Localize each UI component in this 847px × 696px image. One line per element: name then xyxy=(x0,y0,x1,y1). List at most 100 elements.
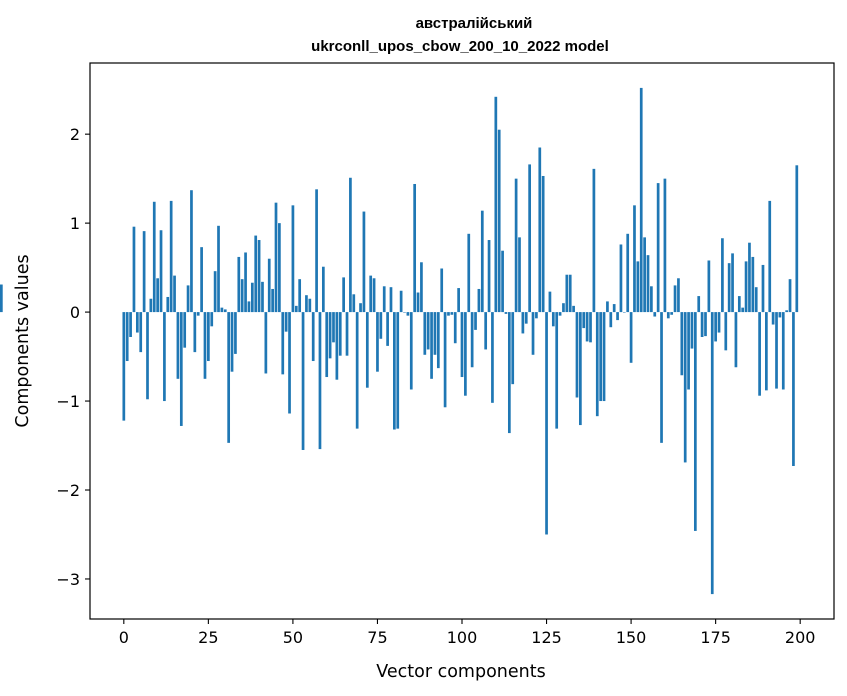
bar-component-167 xyxy=(687,312,690,390)
bar-component-147 xyxy=(619,244,623,313)
bar-component-124 xyxy=(541,175,545,313)
bar-component-24 xyxy=(203,312,207,379)
bar-component-39 xyxy=(254,235,258,313)
bar-component-116 xyxy=(514,178,518,313)
bar-component-23 xyxy=(200,247,203,313)
bar-component-64 xyxy=(338,312,342,356)
bar-component-28 xyxy=(217,225,220,313)
bar-component-69 xyxy=(355,312,359,429)
bar-component-17 xyxy=(179,312,183,426)
bar-component-107 xyxy=(484,312,488,350)
bar-component-16 xyxy=(176,312,180,379)
bar-component-47 xyxy=(281,312,285,375)
bar-component-19 xyxy=(186,285,190,313)
bar-component-82 xyxy=(399,290,403,313)
bar-component-161 xyxy=(666,312,670,319)
bar-component-32 xyxy=(230,312,234,372)
bar-component-66 xyxy=(345,312,349,356)
bar-component-46 xyxy=(278,223,281,313)
bar-component-40 xyxy=(257,240,261,313)
x-tick-label: 75 xyxy=(367,628,387,647)
bar-component-198 xyxy=(792,312,795,466)
bar-component-141 xyxy=(599,312,603,402)
bar-component-138 xyxy=(589,312,592,343)
bar-component-33 xyxy=(234,312,237,354)
bar-component-176 xyxy=(717,312,721,333)
bar-component-5 xyxy=(139,312,143,353)
x-tick-label: 125 xyxy=(531,628,562,647)
bar-component-108 xyxy=(487,240,491,313)
bar-component-183 xyxy=(741,307,745,313)
bar-component-9 xyxy=(152,201,156,313)
bar-component-159 xyxy=(660,312,663,443)
bar-component-139 xyxy=(592,168,596,313)
bar-component-49 xyxy=(288,312,291,414)
bar-component-140 xyxy=(595,312,599,417)
bar-component-61 xyxy=(328,312,332,359)
bar-component-120 xyxy=(528,164,531,313)
bar-component-36 xyxy=(244,252,247,313)
bar-component-55 xyxy=(308,298,312,313)
bar-component-111 xyxy=(497,129,501,313)
bar-component-53 xyxy=(301,312,305,450)
bar-component-181 xyxy=(734,312,738,368)
bar-component-169 xyxy=(693,312,697,531)
bar-component-75 xyxy=(376,312,379,372)
chart-title-line2: ukrconll_upos_cbow_200_10_2022 model xyxy=(311,38,609,55)
bar-component-87 xyxy=(416,292,420,313)
x-tick-label: 50 xyxy=(283,628,303,647)
bar-component-158 xyxy=(656,183,660,313)
bar-component-188 xyxy=(758,312,761,396)
bar-component-154 xyxy=(643,237,646,313)
bar-component-54 xyxy=(305,295,308,313)
bar-component-2 xyxy=(129,312,132,337)
bar-component-114 xyxy=(507,312,511,434)
bar-component-92 xyxy=(433,312,437,355)
bar-component-190 xyxy=(765,312,768,391)
bar-component-149 xyxy=(626,233,630,313)
y-tick-label: 1 xyxy=(70,214,80,233)
bar-component-98 xyxy=(453,312,457,344)
bar-component-42 xyxy=(264,312,268,374)
bar-component-184 xyxy=(744,261,748,313)
bar-component-115 xyxy=(511,312,515,385)
bar-component-89 xyxy=(423,312,427,355)
bar-component-189 xyxy=(761,264,765,313)
bar-component-13 xyxy=(166,296,170,313)
y-tick-label: −1 xyxy=(56,392,80,411)
bar-component-165 xyxy=(680,312,684,376)
bar-component-6 xyxy=(142,231,146,313)
bar-component-undefined xyxy=(0,284,3,313)
bar-component-122 xyxy=(535,312,538,319)
bar-component-148 xyxy=(622,312,626,313)
bar-component-125 xyxy=(545,312,548,535)
bar-component-143 xyxy=(606,301,609,313)
bar-component-128 xyxy=(555,312,559,429)
bar-component-95 xyxy=(443,312,447,408)
bar-component-180 xyxy=(731,253,734,313)
bar-component-132 xyxy=(568,274,572,313)
bar-component-20 xyxy=(190,190,193,313)
bar-component-96 xyxy=(447,312,450,316)
y-axis-label: Components values xyxy=(13,254,33,427)
bar-component-146 xyxy=(616,312,619,321)
bar-component-14 xyxy=(169,200,173,313)
bar-component-112 xyxy=(501,250,504,313)
bar-component-80 xyxy=(393,312,396,430)
bar-component-196 xyxy=(785,310,789,313)
bar-component-68 xyxy=(352,294,356,313)
bar-component-123 xyxy=(538,147,542,313)
bar-component-166 xyxy=(683,312,687,463)
bar-component-74 xyxy=(372,278,376,313)
bar-component-103 xyxy=(470,312,474,368)
bar-component-100 xyxy=(460,312,464,378)
bar-component-63 xyxy=(335,312,339,380)
bar-component-119 xyxy=(524,312,528,324)
bar-component-171 xyxy=(700,312,704,337)
bar-component-126 xyxy=(548,291,552,313)
plot-frame xyxy=(89,62,835,620)
bar-component-118 xyxy=(521,312,525,334)
bar-component-152 xyxy=(636,261,640,313)
bar-component-185 xyxy=(748,242,751,313)
bar-component-173 xyxy=(707,260,711,313)
